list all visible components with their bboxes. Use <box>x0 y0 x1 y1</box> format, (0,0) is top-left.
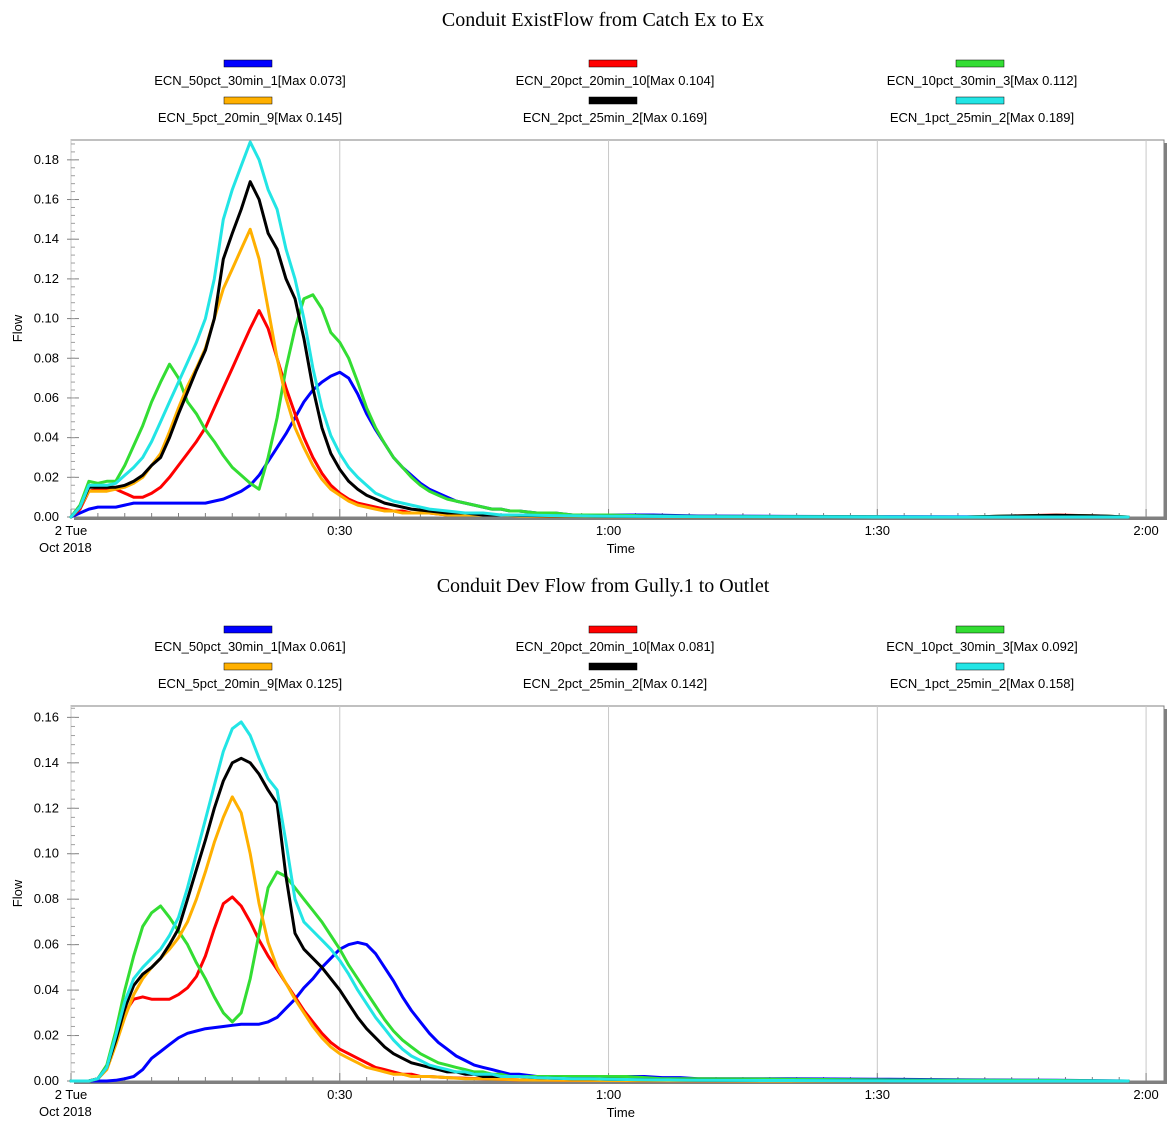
chart1-ytick-label-3: 0.04 <box>34 430 59 445</box>
chart1-legend-swatch-4 <box>223 96 273 105</box>
chart1-legend-swatch-3 <box>955 59 1005 68</box>
chart1-ytick-label-9: 0.16 <box>34 192 59 207</box>
chart2-legend-label-3: ECN_10pct_30min_3[Max 0.092] <box>886 639 1078 654</box>
chart1-xaxis-title: Time <box>607 541 635 556</box>
chart2-legend-swatch-2 <box>588 625 638 634</box>
chart2-xtick-label-4: 1:30 <box>865 1087 890 1102</box>
chart1-legend-label-4: ECN_5pct_20min_9[Max 0.145] <box>158 110 342 125</box>
chart1-ytick-label-2: 0.02 <box>34 469 59 484</box>
chart2-legend-swatch-4 <box>223 662 273 671</box>
chart1-legend-label-3: ECN_10pct_30min_3[Max 0.112] <box>887 73 1078 88</box>
chart1-ytick-label-5: 0.08 <box>34 350 59 365</box>
chart2-xtick-label-5: 2:00 <box>1133 1087 1158 1102</box>
chart2-ytick-label-5: 0.08 <box>34 891 59 906</box>
chart1-plot-area <box>70 139 1165 518</box>
chart2-ytick-label-4: 0.06 <box>34 937 59 952</box>
chart1-legend-label-5: ECN_2pct_25min_2[Max 0.169] <box>523 110 707 125</box>
chart2-legend-label-4: ECN_5pct_20min_9[Max 0.125] <box>158 676 342 691</box>
chart1-legend-swatch-5 <box>588 96 638 105</box>
chart2: Conduit Dev Flow from Gully.1 to Outlet E… <box>10 575 1167 1120</box>
chart1-ytick-label-6: 0.10 <box>34 311 59 326</box>
chart2-legend-swatch-1 <box>223 625 273 634</box>
chart1-yaxis-title: Flow <box>10 314 25 342</box>
chart1-ytick-label-1: 0.00 <box>34 509 59 524</box>
chart2-series-6-line <box>69 720 1130 1083</box>
chart1-series-6-line <box>69 140 1130 519</box>
chart1-legend-swatch-6 <box>955 96 1005 105</box>
chart2-xtick-sublabel: Oct 2018 <box>39 1104 92 1119</box>
chart1-ytick-label-7: 0.12 <box>34 271 59 286</box>
chart2-yaxis-title: Flow <box>10 879 25 907</box>
chart2-ytick-label-8: 0.14 <box>34 755 59 770</box>
chart1-legend-label-2: ECN_20pct_20min_10[Max 0.104] <box>516 73 715 88</box>
chart2-ytick-label-1: 0.00 <box>34 1073 59 1088</box>
chart2-xtick-label-2: 0:30 <box>327 1087 352 1102</box>
chart2-legend-swatch-3 <box>955 625 1005 634</box>
chart1-title: Conduit ExistFlow from Catch Ex to Ex <box>442 9 764 31</box>
chart1-legend-label-1: ECN_50pct_30min_1[Max 0.073] <box>154 73 346 88</box>
chart1-xtick-label-3: 1:00 <box>596 523 621 538</box>
chart2-xtick-label-3: 1:00 <box>596 1087 621 1102</box>
chart1-ytick-label-10: 0.18 <box>34 152 59 167</box>
chart1-legend-label-6: ECN_1pct_25min_2[Max 0.189] <box>890 110 1074 125</box>
chart2-ytick-label-3: 0.04 <box>34 982 59 997</box>
chart2-ytick-label-7: 0.12 <box>34 800 59 815</box>
chart1-xtick-label-5: 2:00 <box>1133 523 1158 538</box>
chart2-legend-label-2: ECN_20pct_20min_10[Max 0.081] <box>516 639 715 654</box>
chart2-title: Conduit Dev Flow from Gully.1 to Outlet <box>437 575 770 597</box>
chart2-legend-swatch-6 <box>955 662 1005 671</box>
chart1-xtick-label-2: 0:30 <box>327 523 352 538</box>
chart2-legend-label-1: ECN_50pct_30min_1[Max 0.061] <box>154 639 346 654</box>
chart1-legend-swatch-2 <box>588 59 638 68</box>
chart2-xaxis-title: Time <box>607 1105 635 1120</box>
chart1: Conduit ExistFlow from Catch Ex to Ex ECN… <box>10 9 1167 556</box>
chart1-legend-swatch-1 <box>223 59 273 68</box>
chart1-ytick-label-4: 0.06 <box>34 390 59 405</box>
chart2-legend-label-6: ECN_1pct_25min_2[Max 0.158] <box>890 676 1074 691</box>
chart2-ytick-label-6: 0.10 <box>34 846 59 861</box>
chart2-legend-label-5: ECN_2pct_25min_2[Max 0.142] <box>523 676 707 691</box>
chart2-xtick-label-1: 2 Tue <box>55 1087 88 1102</box>
chart2-ytick-label-2: 0.02 <box>34 1028 59 1043</box>
chart1-xtick-label-4: 1:30 <box>865 523 890 538</box>
chart2-ytick-label-9: 0.16 <box>34 709 59 724</box>
chart2-legend-swatch-5 <box>588 662 638 671</box>
chart1-xtick-label-1: 2 Tue <box>55 523 88 538</box>
chart1-ytick-label-8: 0.14 <box>34 231 59 246</box>
chart1-xtick-sublabel: Oct 2018 <box>39 540 92 555</box>
